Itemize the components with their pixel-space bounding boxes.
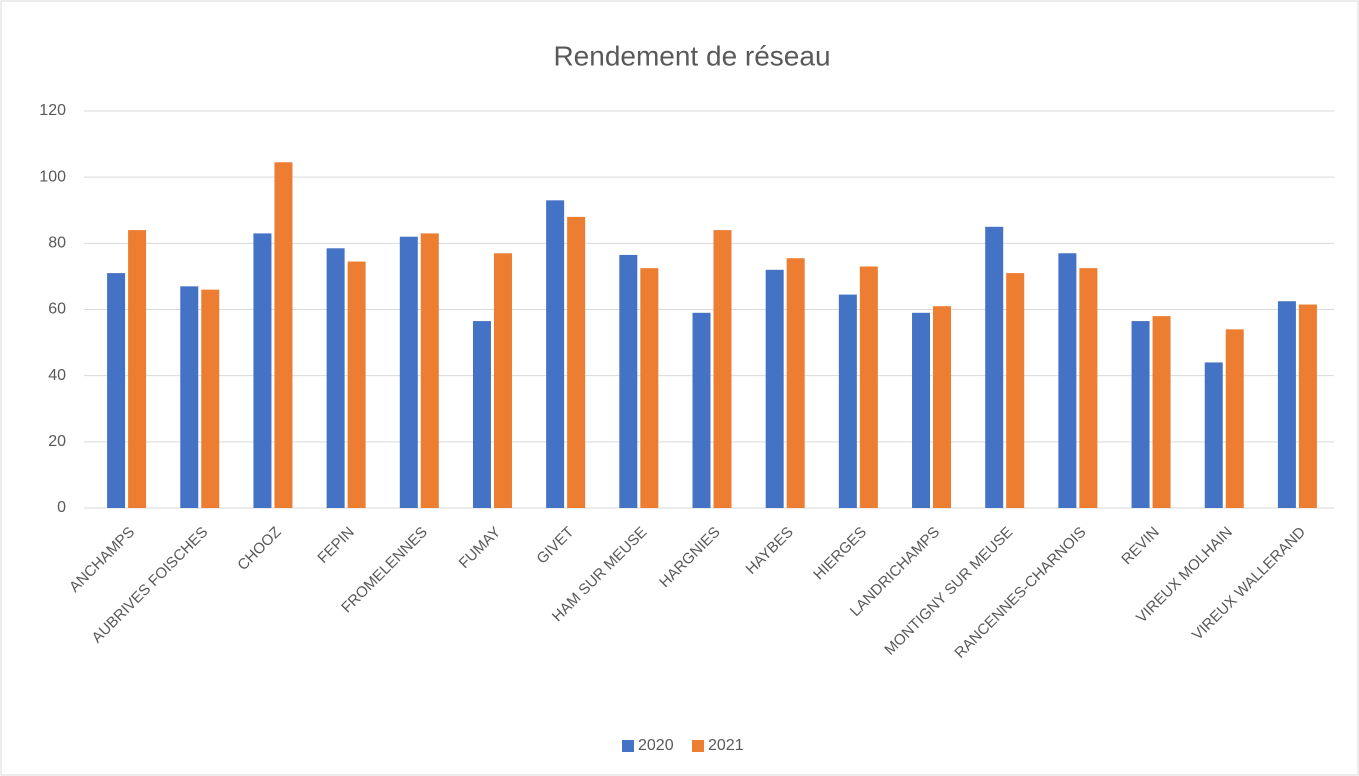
legend-swatch: [692, 740, 704, 752]
bar: [201, 289, 220, 508]
bar: [713, 230, 732, 508]
legend-label: 2020: [638, 737, 674, 754]
bar: [1225, 329, 1244, 508]
bar: [1152, 316, 1171, 508]
bar: [128, 230, 147, 508]
bar: [912, 312, 931, 508]
bar: [692, 312, 711, 508]
bar: [1058, 253, 1077, 508]
bar: [640, 268, 659, 508]
bar: [107, 273, 126, 508]
bar: [567, 216, 586, 508]
bar: [786, 258, 805, 508]
y-tick-label: 20: [48, 433, 66, 450]
bar: [180, 286, 199, 508]
y-tick-label: 60: [48, 301, 66, 318]
y-tick-label: 40: [48, 367, 66, 384]
bar: [985, 226, 1004, 508]
chart-title: Rendement de réseau: [553, 40, 830, 71]
bar: [1277, 301, 1296, 508]
bar: [765, 269, 784, 508]
bar: [274, 162, 293, 508]
bar: [1079, 268, 1098, 508]
bar: [253, 233, 272, 509]
y-tick-label: 100: [39, 168, 66, 185]
legend-swatch: [622, 740, 634, 752]
bar: [1298, 304, 1317, 508]
bar: [347, 261, 366, 508]
bar: [619, 254, 638, 508]
bar: [399, 236, 418, 508]
bar: [859, 266, 878, 508]
y-tick-label: 0: [57, 499, 66, 516]
bar: [933, 306, 952, 508]
bar: [472, 321, 491, 508]
bar: [546, 200, 565, 508]
y-tick-label: 120: [39, 102, 66, 119]
bar: [1131, 321, 1150, 508]
bar: [838, 294, 857, 508]
legend-label: 2021: [708, 737, 744, 754]
bar: [493, 253, 512, 508]
bar: [1006, 273, 1025, 508]
bar: [420, 233, 439, 509]
y-tick-label: 80: [48, 235, 66, 252]
bar: [326, 248, 345, 508]
bar: [1204, 362, 1223, 508]
